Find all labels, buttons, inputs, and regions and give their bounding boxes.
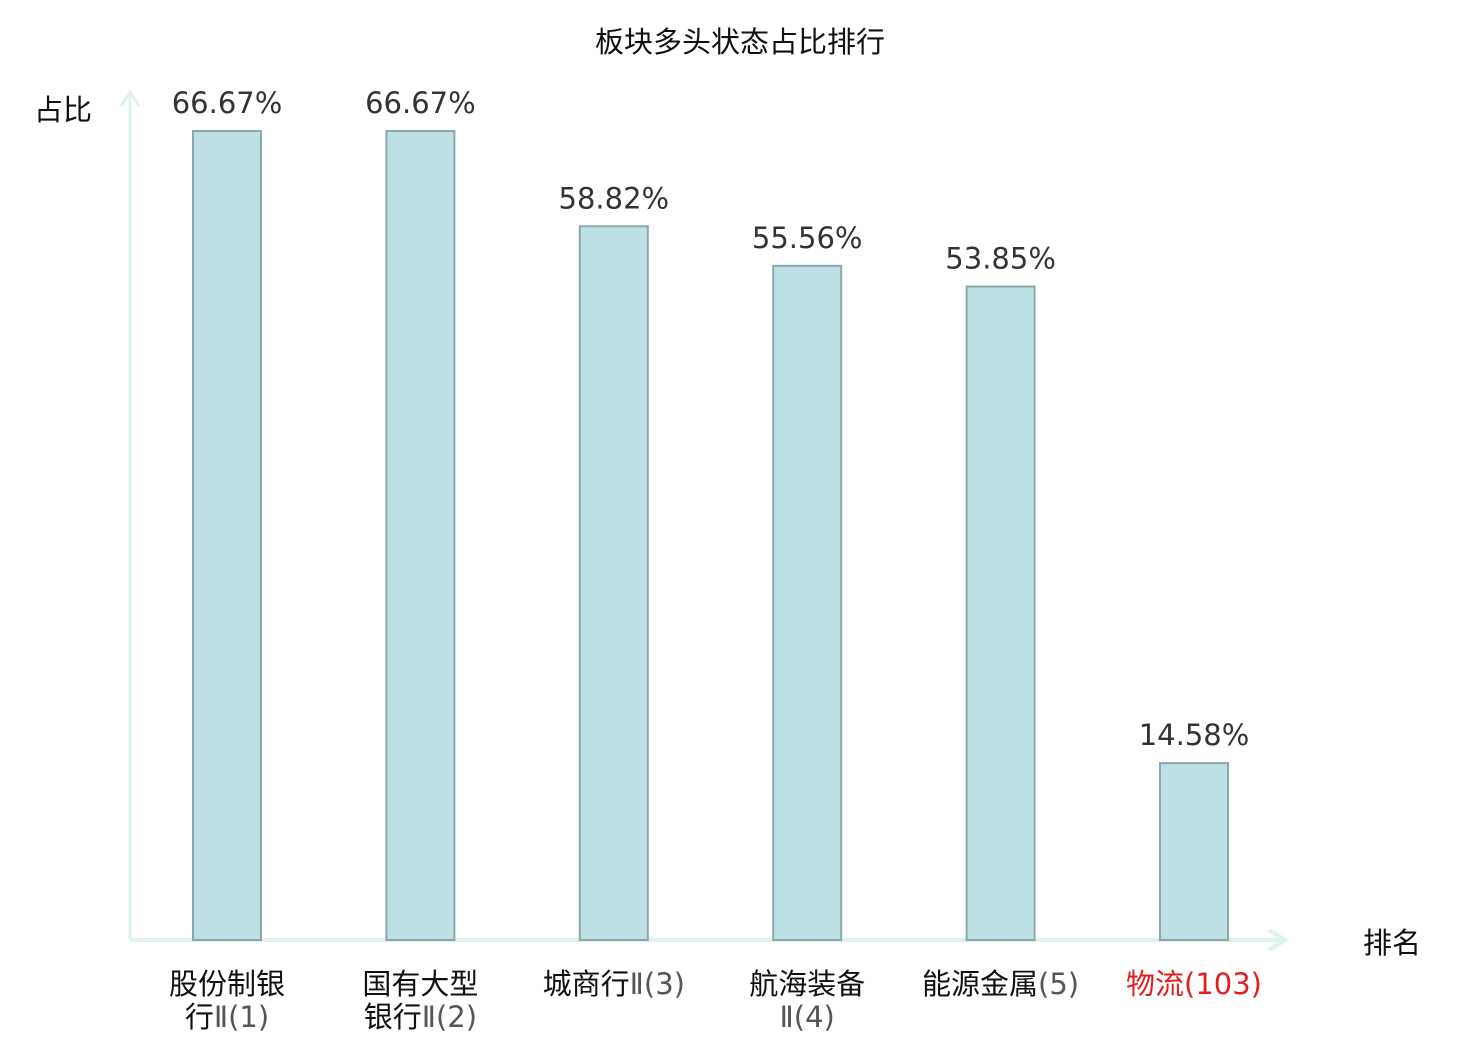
category-label: 城商行Ⅱ(3)	[543, 967, 685, 1001]
category-label: 行Ⅱ(1)	[185, 1000, 269, 1034]
bars	[192, 130, 1229, 942]
value-label: 55.56%	[752, 221, 863, 255]
y-axis-label: 占比	[34, 93, 92, 127]
value-label: 58.82%	[559, 181, 670, 215]
x-axis-label: 排名	[1363, 926, 1421, 960]
category-label: 能源金属(5)	[922, 967, 1079, 1001]
value-label: 66.67%	[172, 86, 283, 120]
bar	[578, 225, 649, 941]
bar	[1159, 762, 1229, 942]
axes	[119, 89, 1289, 952]
value-labels: 66.67% 66.67% 58.82% 55.56% 53.85% 14.58%	[172, 86, 1250, 752]
category-label: 国有大型	[362, 967, 478, 1001]
value-label: 14.58%	[1139, 718, 1250, 752]
category-label: 银行Ⅱ(2)	[364, 1000, 477, 1034]
bar	[772, 264, 843, 941]
value-label: 66.67%	[365, 86, 476, 120]
category-label: Ⅱ(4)	[780, 1000, 835, 1034]
bar	[192, 130, 262, 941]
category-label: 股份制银	[169, 967, 285, 1001]
chart-title: 板块多头状态占比排行	[595, 25, 885, 59]
bar	[965, 285, 1036, 941]
category-label: 航海装备	[749, 967, 865, 1001]
bar	[385, 130, 456, 941]
value-label: 53.85%	[945, 242, 1056, 276]
category-label: 物流(103)	[1126, 967, 1262, 1001]
y-axis-arrow	[119, 89, 141, 107]
x-axis-arrow	[1267, 928, 1289, 952]
